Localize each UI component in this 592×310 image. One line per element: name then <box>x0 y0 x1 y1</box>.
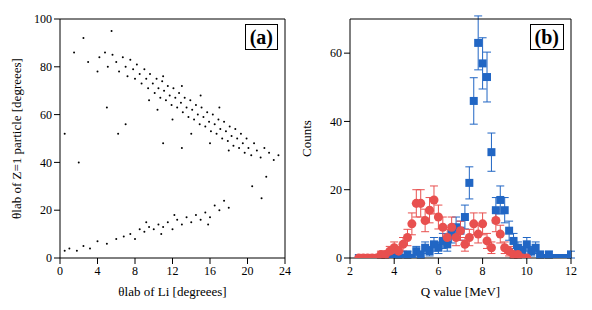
svg-text:6: 6 <box>435 264 441 278</box>
svg-text:60: 60 <box>40 108 52 122</box>
svg-text:θlab of Z=1 particle [degreees: θlab of Z=1 particle [degreees] <box>9 58 24 219</box>
svg-text:2: 2 <box>347 264 353 278</box>
svg-text:Counts: Counts <box>299 120 314 157</box>
svg-text:0: 0 <box>336 251 342 265</box>
svg-text:16: 16 <box>204 264 216 278</box>
svg-text:12: 12 <box>167 264 179 278</box>
svg-text:θlab of Li [degreees]: θlab of Li [degreees] <box>118 284 226 299</box>
svg-text:20: 20 <box>40 203 52 217</box>
svg-text:10: 10 <box>521 264 533 278</box>
svg-text:80: 80 <box>40 60 52 74</box>
html-text:(a): (a) <box>249 26 273 48</box>
svg-text:4: 4 <box>95 264 101 278</box>
svg-text:40: 40 <box>330 115 342 129</box>
svg-text:12: 12 <box>565 264 577 278</box>
svg-text:Q value [MeV]: Q value [MeV] <box>421 284 500 299</box>
svg-text:8: 8 <box>132 264 138 278</box>
svg-text:0: 0 <box>46 251 52 265</box>
svg-text:40: 40 <box>40 156 52 170</box>
svg-text:60: 60 <box>330 46 342 60</box>
svg-text:4: 4 <box>391 264 397 278</box>
svg-text:24: 24 <box>279 264 291 278</box>
svg-text:8: 8 <box>480 264 486 278</box>
svg-text:0: 0 <box>57 264 63 278</box>
svg-text:100: 100 <box>34 12 52 26</box>
svg-text:20: 20 <box>330 183 342 197</box>
svg-text:20: 20 <box>242 264 254 278</box>
html-text:(b): (b) <box>534 26 559 48</box>
